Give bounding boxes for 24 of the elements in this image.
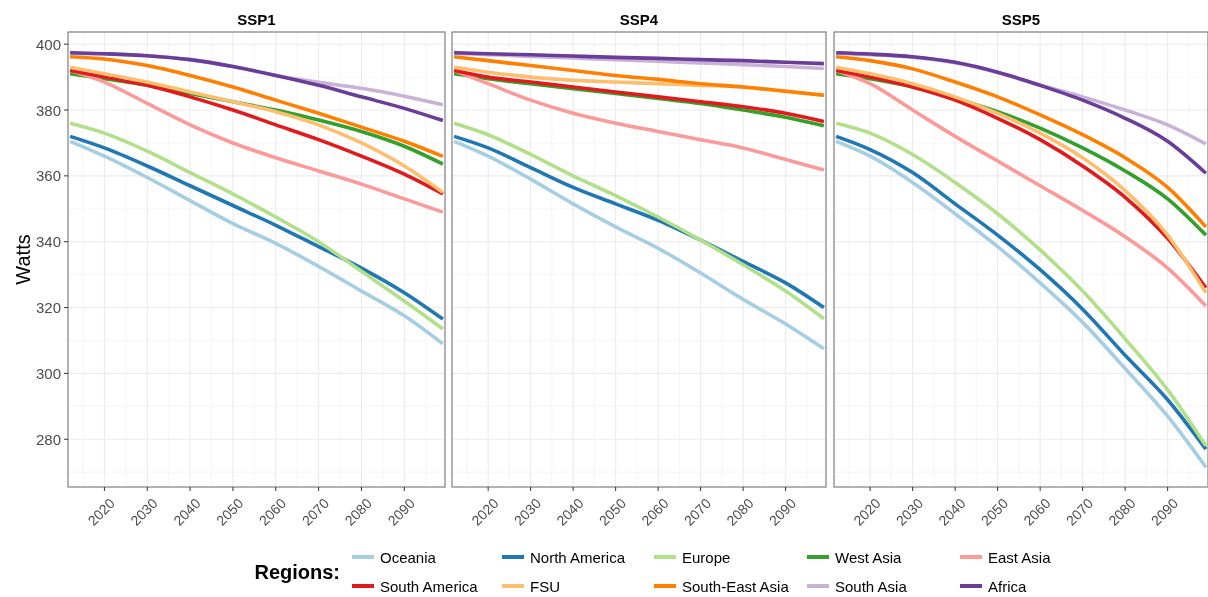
legend-label: South America (380, 577, 479, 595)
legend-label: Europe (682, 548, 731, 566)
y-axis-title: Watts (12, 234, 34, 285)
y-tick-label: 300 (35, 364, 61, 382)
legend-label: East Asia (988, 548, 1052, 566)
legend-label: South Asia (835, 577, 908, 595)
y-tick-label: 400 (35, 35, 61, 53)
line-series (68, 50, 445, 123)
legend-label: West Asia (835, 548, 903, 566)
chart-title: SSP5 (1001, 11, 1041, 28)
legend-label: Africa (988, 577, 1027, 595)
legend-label: South-East Asia (682, 577, 790, 595)
y-tick-label: 380 (35, 101, 61, 119)
legend-label: Oceania (380, 548, 437, 566)
chart-title: SSP4 (619, 11, 659, 28)
chart-title: SSP1 (237, 11, 276, 28)
y-tick-label: 340 (35, 233, 61, 251)
legend-label: FSU (530, 577, 560, 595)
legend-label: North America (530, 548, 626, 566)
legend-title: Regions: (254, 561, 340, 583)
y-tick-label: 280 (35, 430, 61, 448)
line-series (68, 54, 445, 159)
y-tick-label: 360 (35, 167, 61, 185)
y-tick-label: 320 (35, 299, 61, 317)
